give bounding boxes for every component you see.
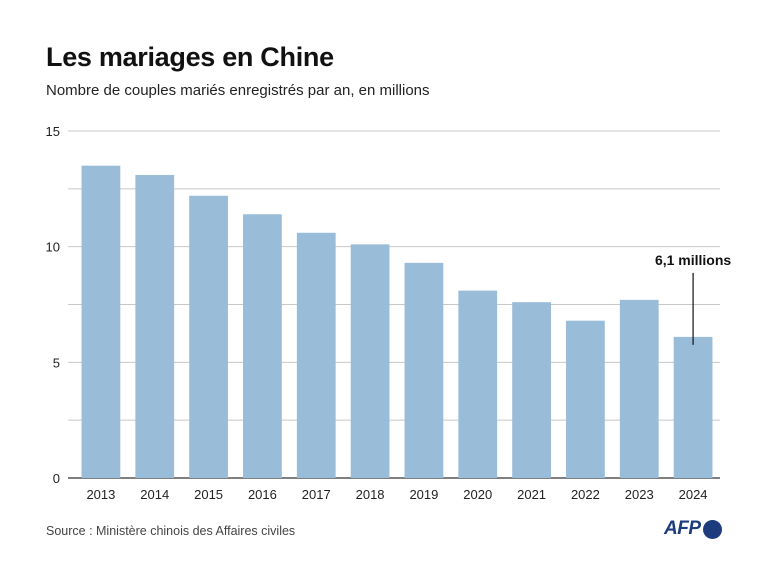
bar — [673, 336, 713, 478]
bar — [350, 244, 390, 478]
x-tick-label: 2021 — [517, 487, 546, 502]
bar — [458, 290, 498, 478]
y-tick-label: 0 — [53, 471, 60, 486]
x-tick-label: 2019 — [409, 487, 438, 502]
bar — [619, 299, 659, 478]
y-tick-label: 5 — [53, 355, 60, 370]
x-tick-label: 2015 — [194, 487, 223, 502]
x-tick-label: 2024 — [679, 487, 708, 502]
x-tick-label: 2020 — [463, 487, 492, 502]
afp-logo-text: AFP — [664, 518, 701, 539]
source-note: Source : Ministère chinois des Affaires … — [46, 524, 296, 538]
x-tick-label: 2022 — [571, 487, 600, 502]
chart-subtitle: Nombre de couples mariés enregistrés par… — [46, 82, 430, 99]
afp-logo: AFP — [664, 518, 722, 540]
bar — [189, 195, 228, 479]
x-tick-label: 2023 — [625, 487, 654, 502]
chart-title: Les mariages en Chine — [46, 42, 334, 72]
bar — [81, 165, 121, 478]
bar — [135, 174, 175, 478]
bar — [296, 232, 336, 478]
x-tick-label: 2017 — [302, 487, 331, 502]
bar-chart: 0 5 10 15 2013 2014 2015 2016 2017 2018 2019 2020 20… — [46, 124, 732, 502]
y-tick-label: 15 — [46, 124, 60, 139]
x-tick-label: 2014 — [140, 487, 169, 502]
annotation-label: 6,1 millions — [655, 252, 731, 268]
x-tick-label: 2016 — [248, 487, 277, 502]
x-tick-label: 2013 — [86, 487, 115, 502]
x-tick-label: 2018 — [356, 487, 385, 502]
bar — [512, 302, 551, 478]
bar — [404, 262, 444, 478]
y-tick-label: 10 — [46, 240, 60, 255]
bar — [243, 214, 282, 478]
bar — [566, 320, 605, 478]
afp-logo-dot-icon — [702, 519, 722, 539]
